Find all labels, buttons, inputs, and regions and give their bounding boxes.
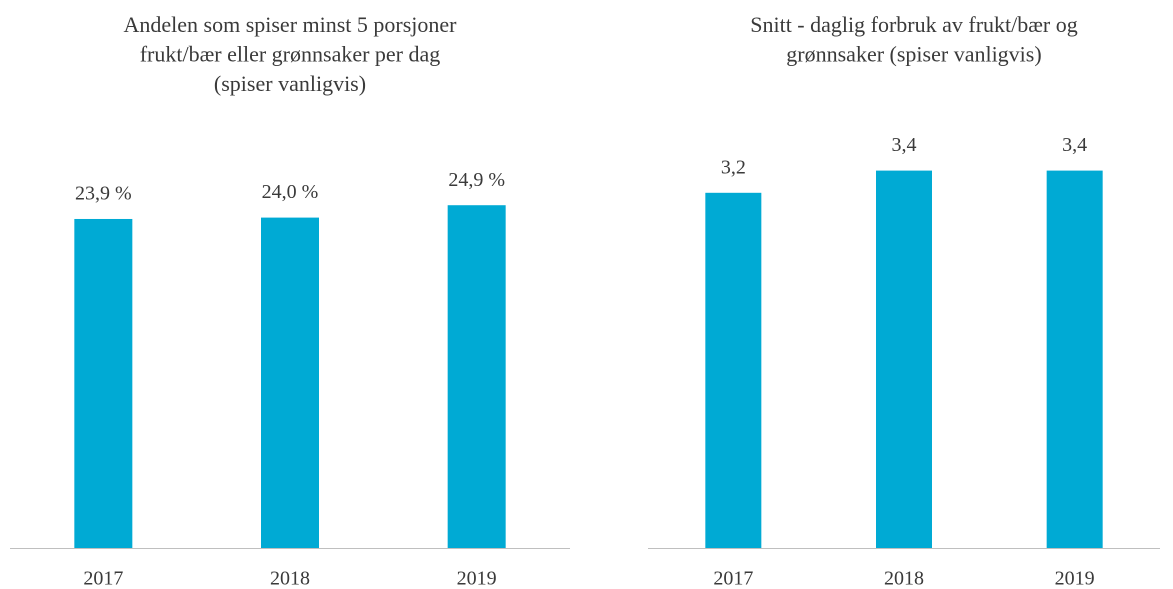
bar [705, 192, 762, 549]
x-tick-label: 2019 [1055, 568, 1095, 589]
bar [261, 217, 319, 548]
value-label: 24,0 % [262, 181, 319, 203]
value-label: 23,9 % [75, 183, 132, 205]
bar [876, 170, 932, 548]
value-label: 3,4 [1062, 134, 1087, 156]
x-tick-label: 2017 [713, 568, 753, 589]
value-label: 3,4 [892, 134, 917, 156]
chart-title: grønnsaker (spiser vanligvis) [786, 42, 1041, 67]
bar [447, 205, 506, 548]
chart-title: frukt/bær eller grønnsaker per dag [140, 42, 441, 67]
value-label: 3,2 [721, 156, 746, 178]
x-tick-label: 2018 [270, 568, 310, 589]
x-tick-label: 2018 [884, 568, 924, 589]
x-tick-label: 2019 [457, 568, 497, 589]
bar [74, 218, 133, 548]
x-tick-label: 2017 [83, 568, 123, 589]
chart-title: (spiser vanligvis) [214, 71, 366, 96]
value-label: 24,9 % [448, 169, 505, 191]
chart-title: Andelen som spiser minst 5 porsjoner [123, 12, 457, 37]
bar [1046, 170, 1103, 548]
chart-title: Snitt - daglig forbruk av frukt/bær og [750, 12, 1078, 37]
